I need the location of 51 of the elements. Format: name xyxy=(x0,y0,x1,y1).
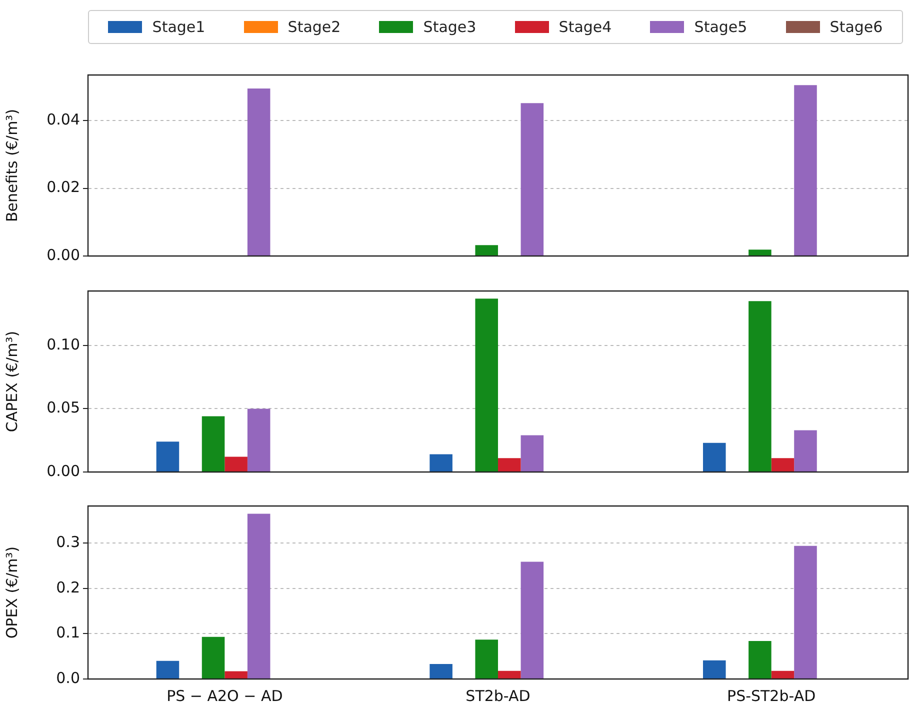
bar xyxy=(430,454,452,472)
legend-label: Stage1 xyxy=(152,18,206,36)
bar xyxy=(703,660,726,678)
bar xyxy=(794,430,817,472)
legend-label: Stage6 xyxy=(830,18,883,36)
bar xyxy=(771,670,794,678)
bar xyxy=(156,660,180,678)
y-tick-label: 0.1 xyxy=(56,624,80,642)
legend-label: Stage4 xyxy=(558,18,612,36)
bar xyxy=(794,546,817,678)
y-tick-label: 0.04 xyxy=(46,110,80,129)
y-axis-title: OPEX (€/m³) xyxy=(2,546,21,639)
bar xyxy=(247,88,270,256)
x-tick-label: PS-ST2b-AD xyxy=(727,686,816,705)
bar xyxy=(748,301,772,472)
y-tick-label: 0.2 xyxy=(56,578,80,596)
y-tick-label: 0.05 xyxy=(46,398,80,417)
bar xyxy=(202,636,225,678)
bar xyxy=(794,85,817,256)
bar xyxy=(430,664,452,678)
bar xyxy=(748,250,772,256)
bar xyxy=(498,458,521,472)
legend-label: Stage2 xyxy=(288,18,341,36)
bar xyxy=(224,671,248,678)
bar xyxy=(771,458,794,472)
bar xyxy=(703,442,726,472)
bar xyxy=(156,442,180,472)
bar xyxy=(498,670,521,678)
bar xyxy=(475,640,498,678)
bar xyxy=(224,456,248,472)
y-axis-title: CAPEX (€/m³) xyxy=(2,330,21,432)
legend-label: Stage5 xyxy=(694,18,748,36)
bar xyxy=(748,640,772,678)
bar xyxy=(520,562,544,678)
bar xyxy=(247,408,270,472)
y-tick-label: 0.0 xyxy=(56,668,80,687)
bar xyxy=(475,298,498,472)
x-tick-label: ST2b-AD xyxy=(466,686,530,705)
y-tick-label: 0.10 xyxy=(46,335,80,354)
y-axis-title: Benefits (€/m³) xyxy=(2,108,21,222)
x-tick-label: PS − A2O − AD xyxy=(166,686,283,705)
y-tick-label: 0.00 xyxy=(46,246,80,264)
bar xyxy=(520,435,544,472)
y-tick-label: 0.02 xyxy=(46,178,80,196)
bar xyxy=(475,245,498,256)
bar xyxy=(247,514,270,678)
bar xyxy=(520,103,544,256)
y-tick-label: 0.3 xyxy=(56,533,80,552)
legend-label: Stage3 xyxy=(423,18,476,36)
bar xyxy=(202,416,225,472)
y-tick-label: 0.00 xyxy=(46,462,80,480)
